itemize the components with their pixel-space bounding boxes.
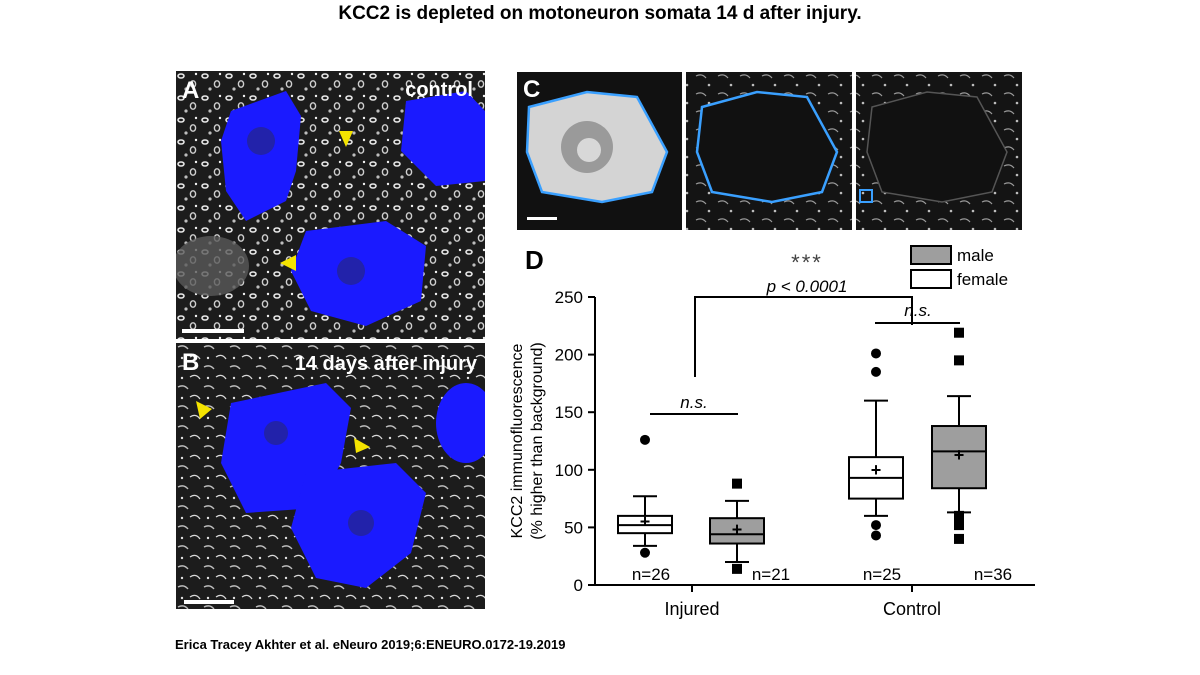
box-injured-female: + n=26 — [617, 434, 673, 584]
x-tick-label: Injured — [664, 599, 719, 619]
n-count-label: n=25 — [863, 565, 901, 584]
outlier-point — [871, 530, 881, 541]
mean-marker: + — [871, 460, 882, 480]
panel-b-micrograph: B 14 days after injury — [176, 343, 485, 609]
panel-c-images: C — [517, 72, 1022, 230]
arrowhead-icon — [196, 401, 212, 419]
outlier-point — [732, 563, 742, 574]
outlier-point — [640, 547, 650, 558]
box-injured-male: + n=21 — [709, 478, 790, 584]
outlier-point — [954, 355, 964, 366]
arrowhead-icon — [280, 255, 296, 271]
mean-marker: + — [640, 512, 651, 532]
outlier-point — [732, 478, 742, 489]
panel-label-c: C — [523, 76, 541, 103]
box-iqr — [709, 517, 765, 545]
panel-label-b: B — [182, 349, 200, 376]
panel-b-caption: 14 days after injury — [294, 353, 477, 375]
ns-label-injured: n.s. — [680, 393, 707, 412]
mean-marker: + — [954, 445, 965, 465]
n-count-label: n=26 — [632, 565, 670, 584]
x-tick-label: Control — [883, 599, 941, 619]
scale-bar — [184, 600, 234, 604]
figure-title: KCC2 is depleted on motoneuron somata 14… — [338, 3, 862, 24]
y-tick-label: 0 — [574, 576, 583, 595]
panel-b-image — [176, 343, 485, 609]
y-tick-label: 200 — [555, 346, 583, 365]
p-value-label: p < 0.0001 — [766, 277, 848, 296]
outlier-point — [871, 366, 881, 377]
significance-bracket — [694, 296, 913, 377]
scale-bar — [182, 329, 244, 333]
outlier-point — [954, 533, 964, 544]
y-axis-label: (% higher than background) — [529, 342, 546, 539]
outlier-point — [871, 520, 881, 531]
neuron-soma-a2 — [401, 91, 485, 186]
n-count-label: n=21 — [752, 565, 790, 584]
box-control-female: + n=25 — [848, 348, 904, 584]
y-tick-label: 50 — [564, 518, 583, 537]
ns-label-control: n.s. — [904, 301, 931, 320]
neuron-soma-a1 — [221, 91, 301, 221]
outlier-point — [954, 520, 964, 531]
panel-a-image — [176, 71, 485, 339]
y-tick-label: 150 — [555, 403, 583, 422]
figure-citation: Erica Tracey Akhter et al. eNeuro 2019;6… — [175, 637, 566, 652]
panel-label-a: A — [182, 77, 200, 104]
panel-a-caption: control — [405, 79, 473, 101]
box-control-male: + n=36 — [931, 327, 1012, 584]
outlier-point — [954, 327, 964, 338]
n-count-label: n=36 — [974, 565, 1012, 584]
legend-swatch-female — [910, 269, 952, 289]
y-tick-label: 250 — [555, 288, 583, 307]
legend-label-male: male — [957, 246, 994, 265]
arrowhead-icon — [339, 131, 353, 147]
y-axis-label: KCC2 immunofluorescence — [509, 344, 526, 539]
panel-a-micrograph: A control — [176, 71, 485, 339]
outlier-point — [640, 434, 650, 445]
mean-marker: + — [732, 520, 743, 540]
legend-swatch-male — [910, 245, 952, 265]
outlier-point — [871, 348, 881, 359]
arrowhead-icon — [354, 438, 370, 453]
legend-label-female: female — [957, 270, 1008, 289]
outlier-point — [954, 510, 964, 521]
panel-d-boxplot: 0 50 100 150 200 250 KCC2 immunofluorescence (%… — [509, 245, 1035, 619]
significance-stars: *** — [791, 250, 823, 275]
panel-label-d: D — [525, 245, 544, 275]
y-tick-label: 100 — [555, 461, 583, 480]
box-iqr — [931, 425, 987, 490]
panel-c-image — [517, 72, 1022, 230]
